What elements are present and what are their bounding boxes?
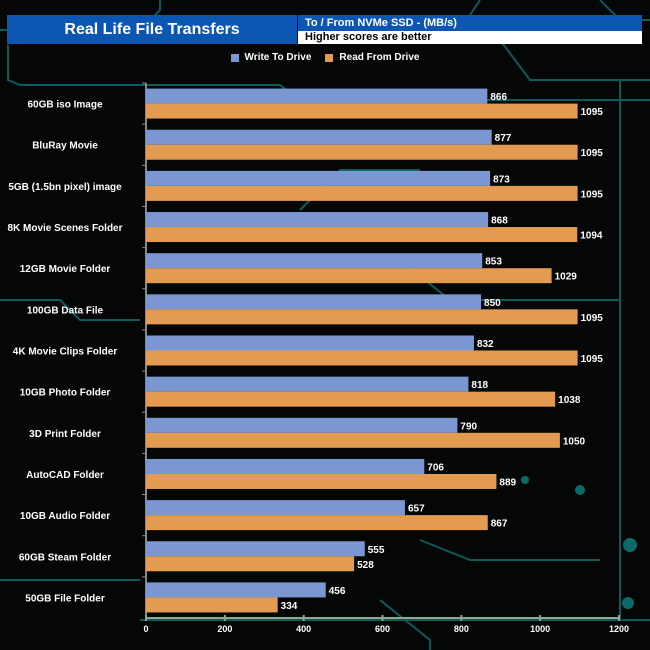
bar-write — [146, 335, 474, 351]
value-label-read: 1095 — [581, 354, 604, 365]
category-label: 100GB Data File — [27, 305, 104, 316]
category-label: 5GB (1.5bn pixel) image — [8, 182, 122, 193]
bar-write — [146, 88, 488, 104]
bar-write — [146, 417, 458, 433]
bar-read — [146, 473, 497, 489]
category-label: AutoCAD Folder — [26, 470, 104, 481]
value-label-read: 1095 — [581, 189, 604, 200]
chart-title: Real Life File Transfers — [7, 15, 297, 44]
value-label-write: 790 — [460, 421, 477, 432]
bar-write — [146, 500, 405, 516]
bar-read — [146, 185, 578, 201]
x-tick-label: 600 — [375, 624, 390, 634]
bar-write — [146, 294, 482, 310]
value-label-read: 334 — [281, 601, 298, 612]
category-label: 10GB Audio Folder — [20, 511, 110, 522]
value-label-write: 866 — [490, 92, 507, 103]
value-label-write: 850 — [484, 298, 501, 309]
value-label-read: 1029 — [555, 272, 578, 283]
bar-write — [146, 253, 483, 269]
bar-read — [146, 144, 578, 160]
value-label-read: 1094 — [580, 231, 603, 242]
category-label: 4K Movie Clips Folder — [13, 347, 118, 358]
value-label-write: 877 — [495, 133, 512, 144]
bar-write — [146, 170, 491, 186]
bar-write — [146, 212, 489, 228]
value-label-read: 1038 — [558, 395, 581, 406]
bar-read — [146, 515, 488, 531]
x-tick-label: 200 — [217, 624, 232, 634]
legend-swatch-write — [230, 53, 239, 62]
bar-read — [146, 597, 278, 613]
x-tick-label: 1000 — [530, 624, 550, 634]
bar-write — [146, 376, 469, 392]
legend-label-write: Write To Drive — [244, 52, 312, 63]
bar-read — [146, 103, 578, 119]
x-tick-label: 800 — [454, 624, 469, 634]
value-label-read: 867 — [491, 519, 508, 530]
category-label: 3D Print Folder — [29, 429, 101, 440]
value-label-write: 555 — [368, 545, 385, 556]
bar-read — [146, 227, 578, 243]
category-label: 50GB File Folder — [25, 593, 105, 604]
legend-item-read: Read From Drive — [325, 52, 419, 63]
value-label-write: 706 — [427, 462, 444, 473]
value-label-read: 1095 — [581, 148, 604, 159]
bar-read — [146, 350, 578, 366]
category-label: 12GB Movie Folder — [20, 264, 111, 275]
bar-write — [146, 458, 425, 474]
value-label-write: 853 — [485, 257, 502, 268]
x-tick-label: 0 — [143, 624, 148, 634]
bar-write — [146, 582, 326, 598]
value-label-read: 889 — [499, 477, 516, 488]
value-label-write: 873 — [493, 174, 510, 185]
legend-item-write: Write To Drive — [230, 52, 312, 63]
legend: Write To Drive Read From Drive — [0, 52, 650, 63]
legend-label-read: Read From Drive — [339, 52, 420, 63]
category-label: 10GB Photo Folder — [20, 388, 111, 399]
value-label-write: 868 — [491, 216, 508, 227]
legend-swatch-read — [325, 53, 334, 62]
value-label-write: 456 — [329, 586, 346, 597]
value-label-write: 657 — [408, 504, 425, 515]
bar-read — [146, 309, 578, 325]
x-tick-label: 1200 — [609, 624, 629, 634]
chart-note: Higher scores are better — [298, 31, 642, 44]
bar-read — [146, 432, 560, 448]
category-label: 60GB iso Image — [27, 100, 102, 111]
bar-read — [146, 391, 556, 407]
value-label-read: 1095 — [581, 107, 604, 118]
value-label-read: 1095 — [581, 313, 604, 324]
bar-read — [146, 268, 552, 284]
value-label-write: 832 — [477, 339, 494, 350]
x-tick-label: 400 — [296, 624, 311, 634]
value-label-read: 1050 — [563, 436, 586, 447]
bar-write — [146, 541, 365, 557]
category-label: 60GB Steam Folder — [19, 552, 111, 563]
chart-subtitle: To / From NVMe SSD - (MB/s) — [298, 15, 642, 31]
category-label: 8K Movie Scenes Folder — [7, 223, 122, 234]
value-label-write: 818 — [471, 380, 488, 391]
category-label: BluRay Movie — [32, 141, 98, 152]
bar-write — [146, 129, 492, 145]
value-label-read: 528 — [357, 560, 374, 571]
bar-read — [146, 556, 355, 572]
